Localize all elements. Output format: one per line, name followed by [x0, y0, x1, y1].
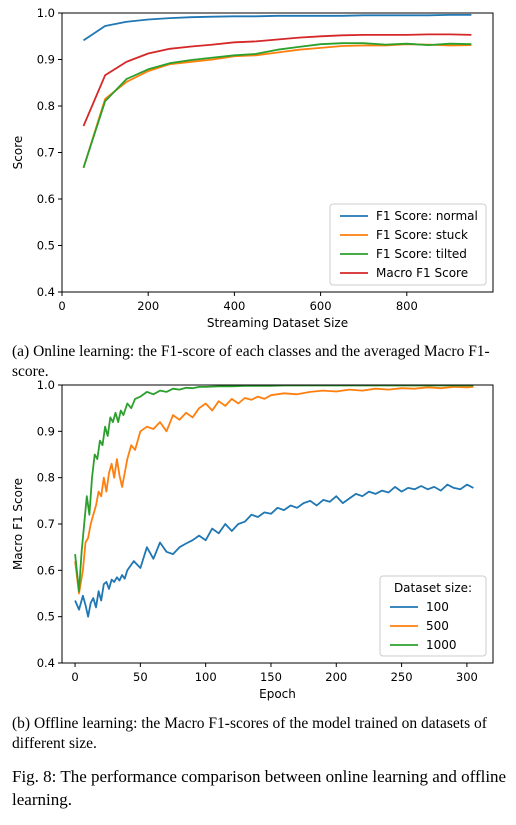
x-axis-label: Streaming Dataset Size — [207, 316, 348, 330]
x-tick-label: 250 — [391, 670, 413, 684]
legend-box — [379, 575, 487, 657]
y-tick-label: 0.8 — [37, 99, 55, 113]
legend-entry: F1 Score: stuck — [376, 228, 468, 242]
x-tick-label: 600 — [310, 299, 332, 313]
legend-entry: F1 Score: normal — [376, 209, 478, 223]
chart-online-learning: 0 200 400 600 800 0.4 0.5 0.6 0.7 0.8 0.9 1.0 Stream… — [11, 6, 494, 330]
y-tick-label: 1.0 — [37, 378, 55, 392]
y-tick-label: 0.9 — [37, 53, 55, 67]
x-tick-label: 400 — [223, 299, 245, 313]
x-tick-label: 0 — [71, 670, 78, 684]
x-tick-label: 300 — [456, 670, 478, 684]
y-tick-label: 0.6 — [37, 192, 55, 206]
y-tick-label: 0.8 — [37, 471, 55, 485]
x-tick-label: 50 — [133, 670, 148, 684]
series-line-500 — [74, 385, 474, 595]
x-tick-label: 150 — [260, 670, 282, 684]
legend-entry: F1 Score: tilted — [376, 247, 467, 261]
caption-a: (a) Online learning: the F1-score of eac… — [12, 343, 490, 380]
y-tick-label: 0.7 — [37, 146, 55, 160]
y-tick-label: 0.7 — [37, 517, 55, 531]
series-line-macro-f1-score — [82, 33, 472, 127]
figure-caption: Fig. 8: The performance comparison betwe… — [12, 767, 507, 809]
x-tick-label: 100 — [195, 670, 217, 684]
series-line-f1-score-tilted — [82, 42, 472, 169]
legend-entry: 1000 — [426, 638, 457, 652]
y-tick-label: 0.6 — [37, 563, 55, 577]
y-tick-label: 0.4 — [37, 285, 55, 299]
y-tick-label: 0.5 — [37, 610, 55, 624]
legend-entry: Macro F1 Score — [376, 266, 468, 280]
x-tick-label: 800 — [396, 299, 418, 313]
legend-box — [329, 203, 487, 286]
legend-entry: 100 — [426, 600, 449, 614]
x-tick-label: 0 — [58, 299, 65, 313]
y-axis-label: Macro F1 Score — [11, 478, 25, 570]
series-line-f1-score-normal — [83, 13, 472, 42]
y-tick-label: 1.0 — [37, 6, 55, 20]
y-axis-label: Score — [11, 136, 25, 170]
legend: F1 Score: normal F1 Score: stuck F1 Score:… — [329, 203, 487, 286]
legend: Dataset size: 100 500 1000 — [379, 575, 487, 657]
series-line-100 — [74, 483, 474, 618]
y-tick-label: 0.5 — [37, 239, 55, 253]
legend-entry: 500 — [426, 619, 449, 633]
legend-title: Dataset size: — [394, 581, 472, 595]
x-tick-label: 200 — [325, 670, 347, 684]
caption-b: (b) Offline learning: the Macro F1-score… — [12, 715, 487, 752]
y-tick-label: 0.9 — [37, 424, 55, 438]
x-axis-label: Epoch — [259, 687, 296, 701]
chart-offline-learning: 0 50 100 150 200 250 300 0.4 0.5 0.6 0.7 0.8 0.9 1.0 E… — [11, 378, 494, 701]
y-tick-label: 0.4 — [37, 656, 55, 670]
x-tick-label: 200 — [137, 299, 159, 313]
